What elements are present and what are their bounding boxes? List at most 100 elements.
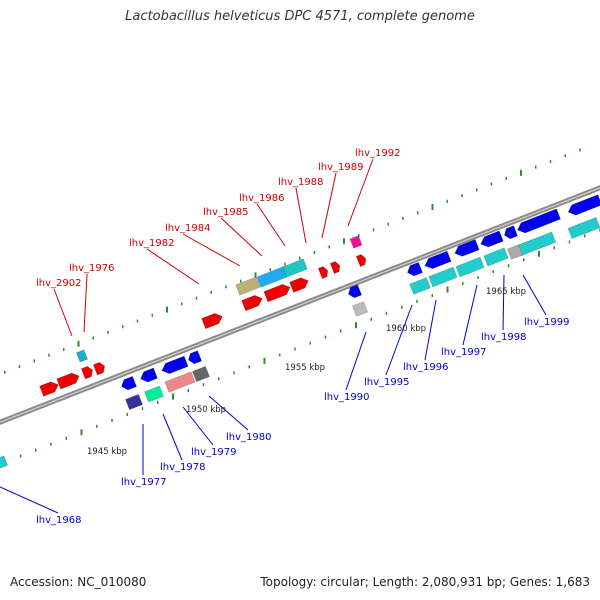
gene-label: lhv_1995 xyxy=(364,377,409,388)
gene-shape xyxy=(455,256,485,278)
forward-gene xyxy=(282,258,308,278)
reverse-gene xyxy=(454,239,480,257)
reverse-gene xyxy=(517,208,561,234)
forward-gene xyxy=(263,284,291,303)
gene-shape xyxy=(282,258,308,278)
gene-leader-line xyxy=(347,158,374,227)
gene-shape xyxy=(256,266,288,288)
gene-leader-line xyxy=(208,395,249,431)
gene-shape xyxy=(201,313,223,330)
forward-gene xyxy=(201,313,223,330)
gene-label: lhv_1979 xyxy=(191,447,236,458)
gene-label: lhv_1980 xyxy=(226,432,271,443)
reverse-gene xyxy=(164,371,196,393)
gene-label: lhv_1984 xyxy=(165,223,210,234)
gene-shape xyxy=(192,365,210,383)
gene-shape xyxy=(480,230,504,248)
accession-text: Accession: NC_010080 xyxy=(10,575,147,589)
reverse-gene xyxy=(455,256,485,278)
gene-shape xyxy=(241,295,263,312)
genome-backbone-highlight xyxy=(0,187,600,423)
forward-gene xyxy=(235,276,261,296)
gene-shape xyxy=(409,277,431,295)
reverse-gene xyxy=(483,247,509,267)
gene-shape xyxy=(164,371,196,393)
gene-shape xyxy=(407,261,423,277)
gene-label: lhv_1989 xyxy=(318,162,363,173)
gene-leader-line xyxy=(502,274,505,331)
gene-shape xyxy=(428,266,458,288)
gene-label: lhv_1998 xyxy=(481,332,526,343)
reverse-gene xyxy=(144,385,164,403)
gene-leader-line xyxy=(162,413,183,461)
reverse-gene xyxy=(407,261,423,277)
reverse-gene xyxy=(192,365,210,383)
scale-label: 1965 kbp xyxy=(486,287,526,297)
reverse-gene xyxy=(480,230,504,248)
gene-shape xyxy=(355,254,367,267)
gene-label: lhv_2902 xyxy=(36,278,81,289)
gene-shape xyxy=(144,385,164,403)
reverse-gene xyxy=(567,194,600,216)
gene-label: lhv_1986 xyxy=(239,193,284,204)
scale-label: 1960 kbp xyxy=(386,324,426,334)
gene-shape xyxy=(483,247,509,267)
scale-label: 1945 kbp xyxy=(87,447,127,457)
forward-gene xyxy=(329,261,341,274)
gene-label: lhv_1997 xyxy=(441,347,486,358)
gene-leader-line xyxy=(424,299,437,361)
reverse-gene xyxy=(352,301,368,317)
forward-gene xyxy=(80,365,93,380)
reverse-gene xyxy=(188,350,202,365)
gene-label: lhv_1976 xyxy=(69,263,114,274)
gene-shape xyxy=(80,365,93,380)
gene-leader-line xyxy=(321,172,337,239)
reverse-gene xyxy=(0,455,8,469)
gene-shape xyxy=(289,277,309,293)
reverse-gene xyxy=(515,231,557,257)
reverse-gene xyxy=(140,367,158,383)
gene-shape xyxy=(76,349,88,363)
gene-shape xyxy=(39,381,59,397)
forward-gene xyxy=(76,349,88,363)
forward-gene xyxy=(56,372,80,390)
gene-shape xyxy=(507,244,523,260)
gene-leader-line xyxy=(83,273,88,333)
forward-gene xyxy=(349,235,363,249)
gene-shape xyxy=(424,250,452,269)
gene-leader-line xyxy=(0,486,59,514)
gene-shape xyxy=(567,194,600,216)
gene-leader-line xyxy=(462,284,478,346)
gene-shape xyxy=(454,239,480,257)
forward-gene xyxy=(241,295,263,312)
forward-gene xyxy=(39,381,59,397)
gene-shape xyxy=(349,235,363,249)
gene-shape xyxy=(188,350,202,365)
figure-title: Lactobacillus helveticus DPC 4571, compl… xyxy=(125,9,475,24)
gene-shape xyxy=(140,367,158,383)
reverse-gene xyxy=(424,250,452,269)
reverse-gene xyxy=(348,284,362,299)
gene-label: lhv_1982 xyxy=(129,238,174,249)
gene-label: lhv_1977 xyxy=(121,477,166,488)
gene-leader-line xyxy=(256,203,286,247)
forward-gene xyxy=(289,277,309,293)
gene-leader-line xyxy=(522,274,547,316)
reverse-gene xyxy=(125,393,143,411)
gene-shape xyxy=(92,361,105,376)
reverse-gene xyxy=(161,355,189,374)
gene-shape xyxy=(125,393,143,411)
gene-shape xyxy=(352,301,368,317)
scale-label: 1955 kbp xyxy=(285,363,325,373)
gene-leader-line xyxy=(295,187,307,244)
gene-label: lhv_1978 xyxy=(160,462,205,473)
gene-label: lhv_1985 xyxy=(203,207,248,218)
gene-shape xyxy=(504,225,518,240)
reverse-gene xyxy=(504,225,518,240)
gene-label: lhv_1988 xyxy=(278,177,323,188)
gene-label: lhv_1990 xyxy=(324,392,369,403)
gene-leader-line xyxy=(146,248,200,285)
reverse-gene xyxy=(507,244,523,260)
